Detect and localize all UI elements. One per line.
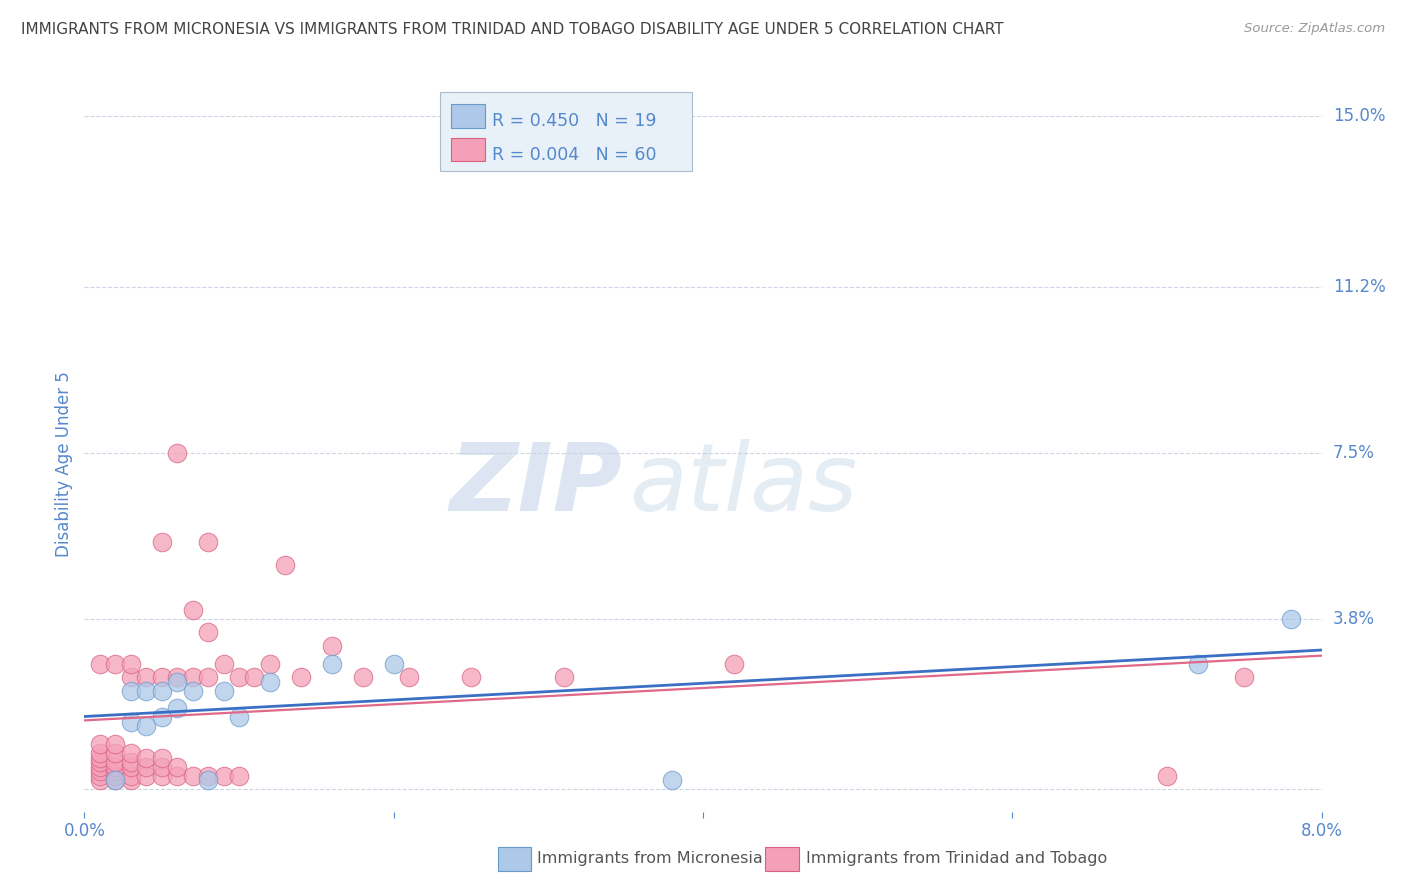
Point (120, 769, 142, 783)
Point (166, 769, 188, 783)
Point (1279, 612, 1302, 626)
Point (1156, 769, 1178, 783)
Point (104, 773, 127, 788)
Text: Source: ZipAtlas.com: Source: ZipAtlas.com (1244, 22, 1385, 36)
Point (89, 769, 111, 783)
Text: atlas: atlas (628, 439, 858, 530)
Point (135, 670, 157, 684)
Point (89, 760, 111, 774)
Point (243, 670, 266, 684)
Point (104, 657, 127, 671)
Point (228, 710, 250, 724)
Point (150, 670, 173, 684)
Text: 15.0%: 15.0% (1333, 107, 1385, 125)
Point (166, 701, 188, 715)
Point (89, 773, 111, 788)
Point (212, 769, 235, 783)
Point (228, 769, 250, 783)
Point (166, 674, 188, 689)
Point (321, 639, 343, 653)
Point (104, 747, 127, 761)
Point (290, 670, 312, 684)
Point (197, 769, 219, 783)
Point (120, 747, 142, 761)
Point (120, 756, 142, 770)
Point (120, 760, 142, 774)
Text: Immigrants from Trinidad and Tobago: Immigrants from Trinidad and Tobago (806, 851, 1107, 865)
Text: Immigrants from Micronesia: Immigrants from Micronesia (537, 851, 763, 865)
Point (89, 751, 111, 765)
Point (89, 738, 111, 752)
Text: ZIP: ZIP (450, 439, 623, 531)
Text: 7.5%: 7.5% (1333, 443, 1375, 462)
Point (120, 714, 142, 729)
Point (181, 670, 204, 684)
Point (166, 670, 188, 684)
Point (120, 773, 142, 788)
Point (104, 764, 127, 779)
Point (150, 760, 173, 774)
Point (1187, 657, 1209, 671)
Point (181, 683, 204, 698)
Point (104, 756, 127, 770)
Point (150, 751, 173, 765)
Point (89, 657, 111, 671)
Point (228, 670, 250, 684)
Point (661, 773, 683, 788)
Point (259, 657, 281, 671)
Point (197, 773, 219, 788)
Text: R = 0.004   N = 60: R = 0.004 N = 60 (492, 146, 657, 164)
Point (181, 769, 204, 783)
Point (150, 535, 173, 549)
Point (212, 683, 235, 698)
Point (460, 670, 482, 684)
Point (321, 657, 343, 671)
Point (104, 773, 127, 788)
Point (104, 760, 127, 774)
Text: 3.8%: 3.8% (1333, 610, 1375, 628)
Point (274, 558, 297, 572)
Point (135, 769, 157, 783)
Point (135, 751, 157, 765)
Point (398, 670, 420, 684)
Point (553, 670, 575, 684)
Point (104, 738, 127, 752)
Point (135, 683, 157, 698)
Point (197, 535, 219, 549)
Point (259, 674, 281, 689)
Point (89, 764, 111, 779)
Point (135, 760, 157, 774)
Point (120, 670, 142, 684)
Point (1233, 670, 1256, 684)
Point (150, 769, 173, 783)
Point (135, 719, 157, 733)
Text: IMMIGRANTS FROM MICRONESIA VS IMMIGRANTS FROM TRINIDAD AND TOBAGO DISABILITY AGE: IMMIGRANTS FROM MICRONESIA VS IMMIGRANTS… (21, 22, 1004, 37)
Point (120, 657, 142, 671)
Point (120, 683, 142, 698)
Point (352, 670, 374, 684)
Text: R = 0.450   N = 19: R = 0.450 N = 19 (492, 112, 657, 130)
Text: 11.2%: 11.2% (1333, 277, 1385, 295)
Point (197, 625, 219, 640)
Y-axis label: Disability Age Under 5: Disability Age Under 5 (55, 371, 73, 557)
Point (212, 657, 235, 671)
Point (197, 670, 219, 684)
Point (104, 769, 127, 783)
Point (382, 657, 405, 671)
Point (150, 683, 173, 698)
Point (89, 756, 111, 770)
Point (166, 445, 188, 459)
Point (89, 747, 111, 761)
Point (723, 657, 745, 671)
Point (181, 603, 204, 617)
Point (150, 710, 173, 724)
Point (166, 760, 188, 774)
